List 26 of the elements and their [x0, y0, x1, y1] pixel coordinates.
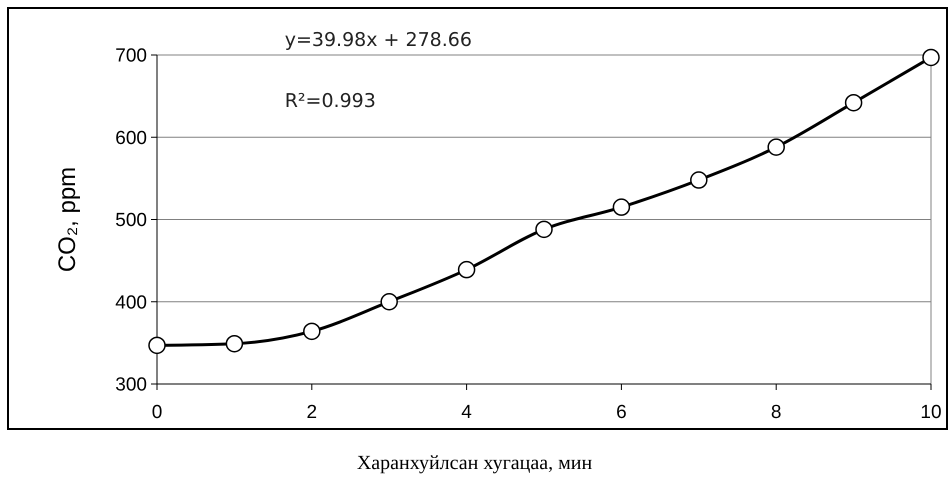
point: [612, 198, 630, 216]
x-tick-label: 6: [616, 402, 627, 423]
x-tick-label: 0: [152, 402, 162, 423]
y-axis-title: CO₂, ppm: [54, 166, 81, 272]
y-tick-label: 600: [115, 128, 147, 149]
point: [148, 336, 166, 354]
point: [380, 293, 398, 310]
x-axis-title: Харанхуйлсан хугацаа, мин: [356, 452, 592, 474]
point: [226, 334, 244, 352]
y-tick-label: 300: [115, 374, 147, 396]
x-tick-label: 8: [770, 402, 782, 423]
point: [458, 260, 476, 278]
point: [767, 138, 785, 156]
y-tick-label: 400: [115, 292, 147, 314]
text: y=39.98x + 278.66: [284, 29, 472, 51]
point: [844, 94, 862, 112]
x-tick-label: 10: [920, 402, 942, 423]
x-tick-label: 2: [306, 402, 318, 423]
point: [303, 322, 321, 340]
annotation: R²=0.993: [284, 90, 376, 112]
point: [690, 171, 708, 189]
point: [535, 220, 553, 238]
y-tick-label: 700: [115, 46, 147, 67]
point: [922, 48, 940, 66]
y-tick-label: 500: [115, 210, 147, 232]
x-tick-label: 4: [461, 402, 472, 423]
